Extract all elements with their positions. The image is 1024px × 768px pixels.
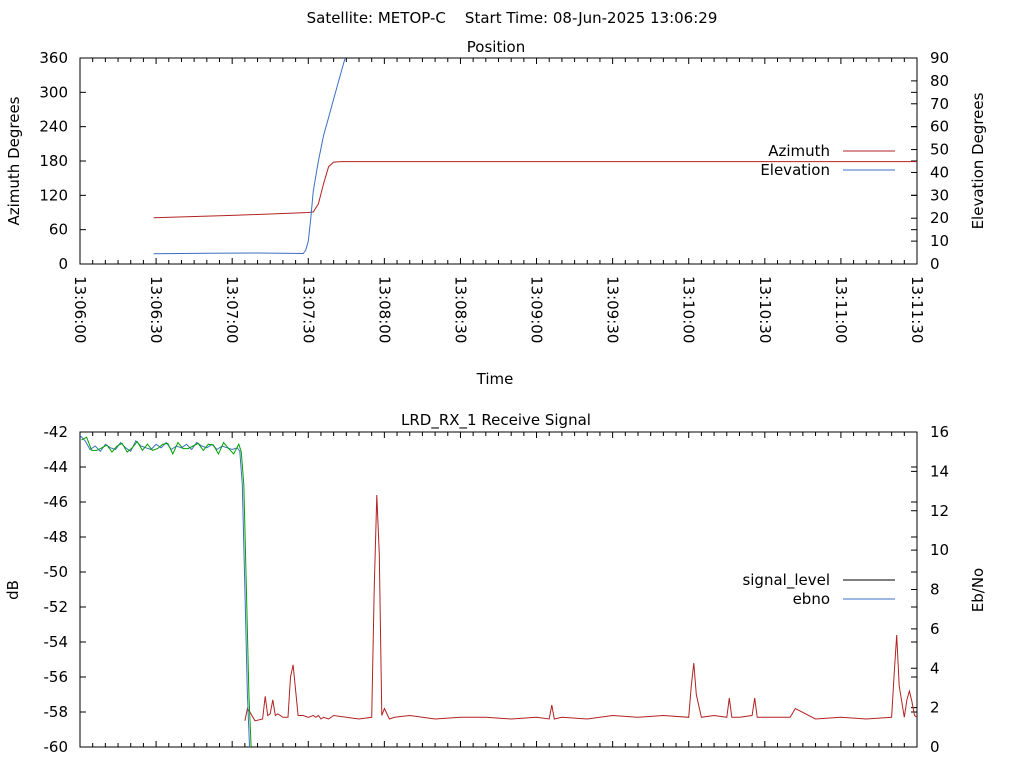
position-chart-title: Position [467, 38, 525, 56]
x-tick-label: 13:10:00 [680, 276, 698, 343]
series-ebno-line [80, 435, 251, 747]
position-chart: Position 0 60 120 180 240 300 360 0 10 20 30 40 50 60… [5, 38, 987, 388]
x-tick-label: 13:08:30 [451, 276, 469, 343]
y-tick-label: -52 [44, 598, 69, 616]
x-tick-label: 13:09:30 [604, 276, 622, 343]
y-tick-label: 180 [39, 152, 68, 170]
position-ylabel: Azimuth Degrees [5, 96, 23, 225]
signal-legend: signal_level ebno [742, 571, 895, 608]
chart-header: Satellite: METOP-C Start Time: 08-Jun-20… [307, 9, 718, 27]
x-tick-label: 13:08:00 [375, 276, 393, 343]
x-tick-label: 13:09:00 [528, 276, 546, 343]
y2-tick-label: 16 [930, 423, 949, 441]
x-tick-label: 13:10:30 [756, 276, 774, 343]
series-signal-level-line [244, 494, 917, 722]
y-tick-label: -42 [44, 423, 69, 441]
series-azimuth-line [153, 161, 917, 219]
y2-tick-label: 12 [930, 502, 949, 520]
y-tick-label: -44 [44, 458, 69, 476]
y2-tick-label: 80 [930, 72, 949, 90]
y-tick-label: -56 [44, 668, 69, 686]
y-tick-label: 60 [49, 221, 68, 239]
x-tick-label: 13:11:00 [832, 276, 850, 343]
y-tick-label: 120 [39, 186, 68, 204]
signal-plot-frame [79, 431, 918, 748]
y2-tick-label: 10 [930, 232, 949, 250]
series-ebno-trace-green [81, 436, 252, 747]
y2-tick-label: 8 [930, 581, 940, 599]
position-series [153, 58, 917, 255]
position-legend: Azimuth Elevation [760, 142, 895, 179]
y2-tick-label: 20 [930, 209, 949, 227]
legend-signal-level-label: signal_level [742, 571, 830, 590]
y-tick-label: -54 [44, 633, 69, 651]
x-tick-label: 13:11:30 [908, 276, 926, 343]
signal-chart-title: LRD_RX_1 Receive Signal [401, 411, 591, 430]
y2-tick-label: 2 [930, 699, 940, 717]
y-tick-label: 360 [39, 49, 68, 67]
y-tick-label: 0 [58, 255, 68, 273]
signal-y2label: Eb/No [969, 568, 987, 612]
y2-tick-label: 4 [930, 659, 940, 677]
signal-series [80, 435, 917, 747]
y2-tick-label: 70 [930, 95, 949, 113]
y2-tick-label: 30 [930, 186, 949, 204]
y-tick-label: -50 [44, 563, 69, 581]
series-elevation-line [153, 58, 346, 255]
position-xlabel: Time [476, 370, 514, 388]
y2-tick-label: 6 [930, 620, 940, 638]
x-tick-label: 13:07:30 [299, 276, 317, 343]
y-tick-label: -46 [44, 493, 69, 511]
y2-tick-label: 40 [930, 163, 949, 181]
x-tick-label: 13:06:30 [147, 276, 165, 343]
y2-tick-label: 0 [930, 738, 940, 756]
legend-ebno-label: ebno [793, 590, 830, 608]
y2-tick-label: 60 [930, 118, 949, 136]
y-tick-label: 300 [39, 83, 68, 101]
y-tick-label: -60 [44, 738, 69, 756]
y-tick-label: 240 [39, 118, 68, 136]
signal-ylabel: dB [4, 580, 22, 600]
y2-tick-label: 10 [930, 541, 949, 559]
legend-elevation-label: Elevation [760, 161, 830, 179]
y2-tick-label: 14 [930, 462, 949, 480]
position-y2label: Elevation Degrees [969, 92, 987, 229]
y2-tick-label: 50 [930, 141, 949, 159]
y2-tick-label: 0 [930, 255, 940, 273]
signal-chart: LRD_RX_1 Receive Signal -60-58-56-54-52-… [4, 411, 987, 756]
y-tick-label: -58 [44, 703, 69, 721]
legend-azimuth-label: Azimuth [768, 142, 830, 160]
x-tick-label: 13:07:00 [223, 276, 241, 343]
y-tick-label: -48 [44, 528, 69, 546]
x-tick-label: 13:06:00 [71, 276, 89, 343]
position-ticks: 0 60 120 180 240 300 360 0 10 20 30 40 50 60 70 80 90 13:… [39, 49, 949, 343]
signal-ticks: -60 -58 -56 -54 -52 -50 -48 -46 -44 -42 0 2 4 6 8 10 12 1… [44, 423, 950, 756]
y2-tick-label: 90 [930, 49, 949, 67]
